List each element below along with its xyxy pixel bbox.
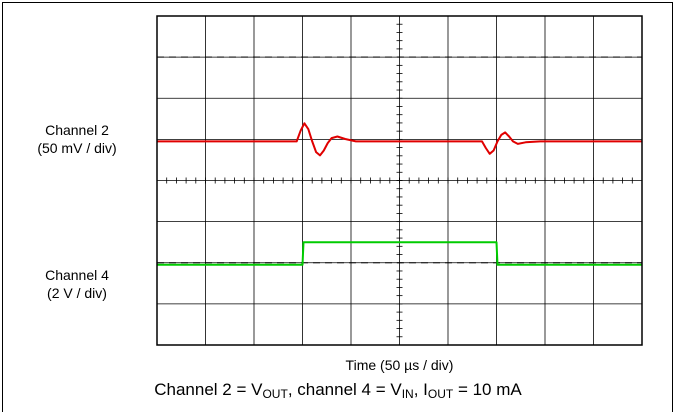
channel-4-scale: (2 V / div) — [47, 285, 107, 301]
caption-sub-vout: OUT — [262, 387, 288, 401]
figure-caption: Channel 2 = VOUT, channel 4 = VIN, IOUT … — [0, 380, 676, 400]
x-axis-label: Time (50 µs / div) — [345, 357, 454, 373]
channel-2-scale: (50 mV / div) — [37, 140, 117, 156]
channel-2-trace — [157, 122, 642, 157]
graticule — [156, 15, 643, 346]
plot-border — [156, 15, 643, 346]
caption-sub-vin: IN — [401, 387, 414, 401]
traces — [157, 122, 642, 266]
caption-mid-2: , I — [413, 380, 428, 399]
channel-4-trace — [157, 241, 642, 266]
caption-mid-1: , channel 4 = V — [287, 380, 402, 399]
channel-4-label: Channel 4 (2 V / div) — [2, 266, 152, 302]
channel-2-label: Channel 2 (50 mV / div) — [2, 121, 152, 157]
channel-4-name: Channel 4 — [45, 267, 109, 283]
caption-sub-iout: OUT — [427, 387, 454, 401]
caption-prefix: Channel 2 = V — [154, 380, 263, 399]
caption-suffix: = 10 mA — [453, 380, 522, 399]
channel-2-name: Channel 2 — [45, 122, 109, 138]
